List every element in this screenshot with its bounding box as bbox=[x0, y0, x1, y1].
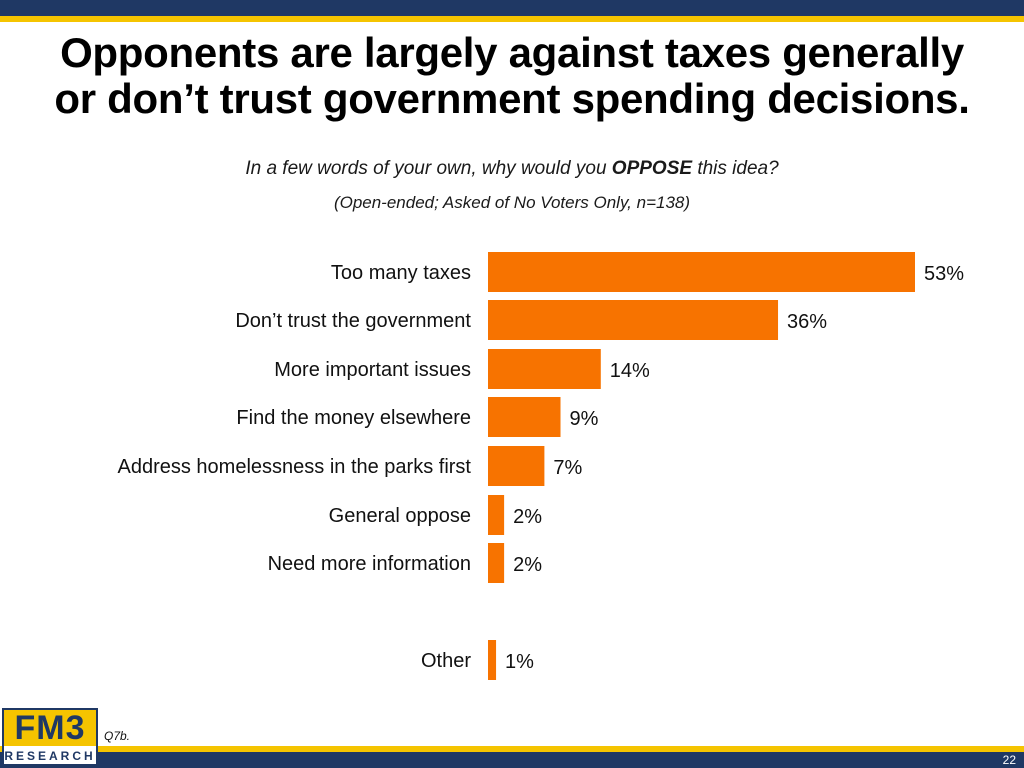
page-number: 22 bbox=[1002, 753, 1016, 767]
bar-other bbox=[488, 640, 497, 680]
category-label-need-more-information: Need more information bbox=[268, 553, 471, 575]
value-label-address-homelessness-in-the-parks-first: 7% bbox=[553, 457, 582, 479]
bar-need-more-information bbox=[488, 543, 505, 583]
value-label-don-t-trust-the-government: 36% bbox=[787, 311, 827, 333]
question-suffix: this idea? bbox=[692, 158, 779, 179]
title-line-1: Opponents are largely against taxes gene… bbox=[60, 29, 964, 76]
question-emphasis: OPPOSE bbox=[611, 158, 693, 179]
question-text: In a few words of your own, why would yo… bbox=[0, 158, 1024, 180]
value-label-too-many-taxes: 53% bbox=[924, 263, 964, 285]
bar-general-oppose bbox=[488, 495, 505, 535]
logo-wordmark: FM3 bbox=[4, 710, 96, 746]
bar-address-homelessness-in-the-parks-first bbox=[488, 446, 545, 486]
bottom-stripe bbox=[0, 746, 1024, 752]
value-label-find-the-money-elsewhere: 9% bbox=[570, 408, 599, 430]
category-label-more-important-issues: More important issues bbox=[274, 359, 471, 381]
fm3-logo: FM3 RESEARCH bbox=[2, 708, 98, 766]
category-label-other: Other bbox=[421, 650, 471, 672]
question-note: (Open-ended; Asked of No Voters Only, n=… bbox=[333, 193, 691, 212]
top-band bbox=[0, 0, 1024, 16]
category-label-find-the-money-elsewhere: Find the money elsewhere bbox=[236, 407, 471, 429]
question-prefix: In a few words of your own, why would yo… bbox=[245, 158, 612, 179]
bar-more-important-issues bbox=[488, 349, 601, 389]
category-label-address-homelessness-in-the-parks-first: Address homelessness in the parks first bbox=[118, 456, 472, 478]
value-label-more-important-issues: 14% bbox=[610, 360, 650, 382]
top-stripe bbox=[0, 16, 1024, 22]
bottom-band bbox=[0, 752, 1024, 768]
bar-too-many-taxes bbox=[488, 252, 915, 292]
value-label-other: 1% bbox=[505, 651, 534, 673]
category-label-general-oppose: General oppose bbox=[329, 505, 471, 527]
bar-find-the-money-elsewhere bbox=[488, 397, 561, 437]
title-line-2: or don’t trust government spending decis… bbox=[54, 75, 970, 122]
question-reference: Q7b. bbox=[104, 729, 131, 743]
value-label-need-more-information: 2% bbox=[513, 554, 542, 576]
logo-subtext: RESEARCH bbox=[4, 749, 96, 763]
category-label-too-many-taxes: Too many taxes bbox=[331, 262, 471, 284]
category-label-don-t-trust-the-government: Don’t trust the government bbox=[235, 310, 471, 332]
value-label-general-oppose: 2% bbox=[513, 506, 542, 528]
bar-don-t-trust-the-government bbox=[488, 300, 779, 340]
page-title: Opponents are largely against taxes gene… bbox=[0, 30, 1024, 122]
